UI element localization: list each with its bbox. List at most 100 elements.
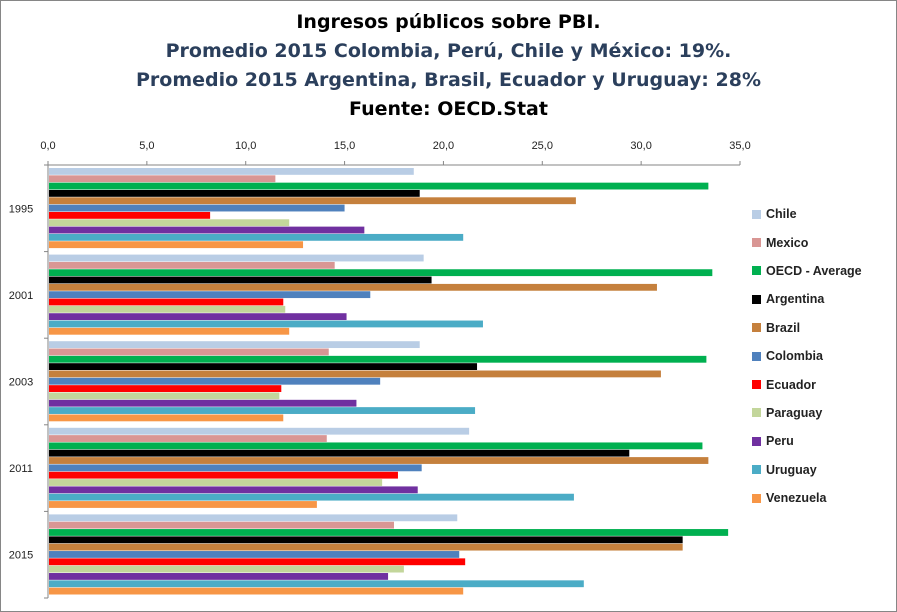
bar-argentina-1995 — [49, 189, 420, 197]
legend-label: Venezuela — [766, 491, 827, 506]
chart-title: Ingresos públicos sobre PBI. — [296, 11, 601, 33]
bar-colombia-1995 — [49, 204, 345, 212]
bar-mexico-1995 — [49, 175, 276, 183]
bar-peru-2011 — [49, 486, 418, 494]
legend-item-uruguay: Uruguay — [752, 456, 892, 484]
bar-mexico-2015 — [49, 521, 394, 529]
legend-label: Peru — [766, 434, 794, 449]
bar-chile-2003 — [49, 341, 420, 349]
legend-swatch — [752, 380, 761, 390]
x-tick-label: 15,0 — [334, 140, 355, 152]
legend-label: Colombia — [766, 349, 823, 364]
legend-label: Mexico — [766, 235, 809, 250]
chart-subtitle-argentina-brasil-ecuador-uruguay: Promedio 2015 Argentina, Brasil, Ecuador… — [135, 69, 761, 91]
bar-peru-1995 — [49, 226, 365, 234]
bar-paraguay-2011 — [49, 479, 383, 486]
legend-item-argentina: Argentina — [752, 285, 892, 313]
bar-argentina-2015 — [49, 536, 683, 544]
bar-chile-2001 — [49, 254, 424, 262]
legend-item-ecuador: Ecuador — [752, 370, 892, 398]
legend-label: Chile — [766, 207, 797, 222]
bar-argentina-2003 — [49, 363, 478, 371]
bar-argentina-2011 — [49, 449, 630, 457]
bar-oecd-average-1995 — [49, 182, 709, 190]
bar-ecuador-2015 — [49, 558, 466, 566]
bar-argentina-2001 — [49, 276, 432, 284]
bar-paraguay-2003 — [49, 392, 280, 400]
x-tick-label: 25,0 — [532, 140, 553, 152]
category-label-1995: 1995 — [9, 203, 33, 215]
chart-source: Fuente: OECD.Stat — [349, 98, 548, 120]
x-tick-label: 20,0 — [433, 140, 454, 152]
legend-swatch — [752, 323, 761, 333]
bar-venezuela-1995 — [49, 241, 304, 249]
legend-swatch — [752, 294, 761, 304]
bar-mexico-2001 — [49, 261, 335, 269]
bar-peru-2003 — [49, 399, 357, 407]
legend-item-peru: Peru — [752, 427, 892, 455]
chart-titles: Ingresos públicos sobre PBI. Promedio 20… — [0, 8, 897, 124]
legend-item-colombia: Colombia — [752, 342, 892, 370]
bar-oecd-average-2015 — [49, 529, 729, 536]
legend-item-mexico: Mexico — [752, 228, 892, 256]
legend-swatch — [752, 436, 761, 446]
legend-item-chile: Chile — [752, 200, 892, 228]
bar-venezuela-2003 — [49, 414, 284, 422]
bar-oecd-average-2001 — [49, 269, 713, 277]
legend-swatch — [752, 351, 761, 361]
chart-subtitle-colombia-peru-chile-mexico: Promedio 2015 Colombia, Perú, Chile y Mé… — [165, 40, 732, 62]
legend-swatch — [752, 238, 761, 248]
bar-uruguay-1995 — [49, 233, 464, 241]
bar-brazil-2015 — [49, 543, 683, 551]
legend-label: Brazil — [766, 320, 801, 335]
legend-swatch — [752, 465, 761, 475]
bar-brazil-2011 — [49, 457, 709, 464]
bar-uruguay-2015 — [49, 580, 584, 588]
bar-chile-2011 — [49, 427, 470, 435]
bar-ecuador-1995 — [49, 211, 211, 219]
bar-uruguay-2011 — [49, 493, 574, 501]
bar-venezuela-2001 — [49, 327, 290, 335]
bar-mexico-2003 — [49, 348, 329, 356]
x-tick-label: 5,0 — [139, 140, 154, 152]
bar-brazil-1995 — [49, 197, 576, 205]
category-label-2011: 2011 — [9, 463, 33, 475]
legend-item-brazil: Brazil — [752, 314, 892, 342]
legend-label: Ecuador — [766, 377, 817, 392]
legend-item-venezuela: Venezuela — [752, 484, 892, 512]
legend-swatch — [752, 209, 761, 219]
bar-colombia-2001 — [49, 291, 371, 299]
category-label-2015: 2015 — [9, 550, 33, 562]
bar-oecd-average-2011 — [49, 442, 703, 450]
legend-label: Argentina — [766, 292, 825, 307]
bar-chile-2015 — [49, 514, 458, 522]
x-tick-label: 35,0 — [729, 140, 750, 152]
bar-venezuela-2011 — [49, 501, 317, 508]
legend-item-paraguay: Paraguay — [752, 399, 892, 427]
bar-paraguay-2001 — [49, 305, 286, 313]
x-tick-label: 10,0 — [235, 140, 256, 152]
legend-swatch — [752, 408, 761, 418]
bar-paraguay-2015 — [49, 565, 404, 573]
legend-item-oecd-average: OECD - Average — [752, 257, 892, 285]
bar-ecuador-2011 — [49, 471, 398, 479]
bar-paraguay-1995 — [49, 219, 290, 227]
bar-colombia-2003 — [49, 377, 381, 385]
bar-peru-2015 — [49, 573, 389, 580]
bar-uruguay-2001 — [49, 320, 483, 328]
x-tick-label: 30,0 — [630, 140, 651, 152]
x-tick-label: 0,0 — [40, 140, 55, 152]
bar-colombia-2011 — [49, 464, 422, 472]
legend-swatch — [752, 493, 761, 503]
bar-peru-2001 — [49, 313, 347, 321]
bar-ecuador-2001 — [49, 298, 284, 306]
bar-uruguay-2003 — [49, 407, 476, 414]
bar-ecuador-2003 — [49, 385, 282, 392]
bar-colombia-2015 — [49, 551, 460, 558]
category-label-2003: 2003 — [9, 377, 33, 389]
bar-brazil-2001 — [49, 283, 657, 291]
bar-oecd-average-2003 — [49, 355, 707, 363]
bar-mexico-2011 — [49, 435, 327, 442]
chart-legend: Chile Mexico OECD - Average Argentina Brazil… — [752, 200, 892, 512]
